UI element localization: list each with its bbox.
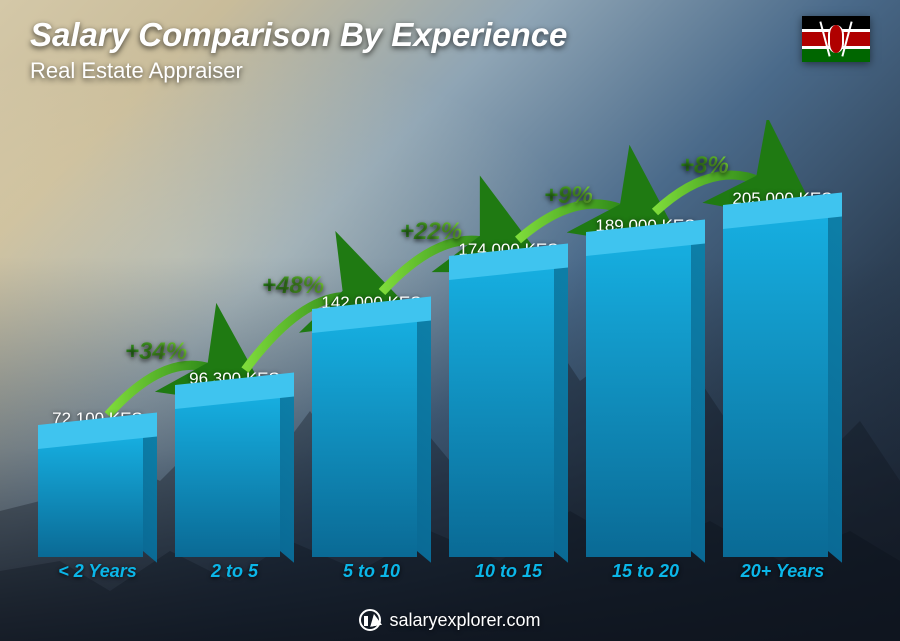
category-label-3: 10 to 15 xyxy=(449,561,568,585)
bar-3: 174,000 KES xyxy=(449,240,568,557)
bar-shape-4 xyxy=(586,244,705,557)
salary-bar-chart: +34% +48% +22% +9% +8% 72,100 KES96,300 … xyxy=(30,120,850,585)
bar-1: 96,300 KES xyxy=(175,369,294,557)
header: Salary Comparison By Experience Real Est… xyxy=(30,16,870,84)
bar-shape-3 xyxy=(449,268,568,557)
bar-shape-2 xyxy=(312,321,431,557)
footer-text: salaryexplorer.com xyxy=(389,610,540,631)
bar-4: 189,000 KES xyxy=(586,216,705,557)
title-block: Salary Comparison By Experience Real Est… xyxy=(30,16,567,84)
footer: salaryexplorer.com xyxy=(0,609,900,631)
page-title: Salary Comparison By Experience xyxy=(30,16,567,54)
bar-5: 205,000 KES xyxy=(723,189,842,557)
bar-0: 72,100 KES xyxy=(38,409,157,557)
category-label-5: 20+ Years xyxy=(723,561,842,585)
salaryexplorer-logo-icon xyxy=(359,609,381,631)
flag-kenya-icon xyxy=(802,16,870,62)
category-labels: < 2 Years 2 to 5 5 to 10 10 to 15 15 to 20 20… xyxy=(30,561,850,585)
bar-2: 142,000 KES xyxy=(312,293,431,557)
page-subtitle: Real Estate Appraiser xyxy=(30,58,567,84)
category-label-2: 5 to 10 xyxy=(312,561,431,585)
bar-shape-5 xyxy=(723,217,842,557)
category-label-1: 2 to 5 xyxy=(175,561,294,585)
bars-container: 72,100 KES96,300 KES142,000 KES174,000 K… xyxy=(30,120,850,557)
category-label-4: 15 to 20 xyxy=(586,561,705,585)
category-label-0: < 2 Years xyxy=(38,561,157,585)
bar-shape-0 xyxy=(38,437,157,557)
bar-shape-1 xyxy=(175,397,294,557)
